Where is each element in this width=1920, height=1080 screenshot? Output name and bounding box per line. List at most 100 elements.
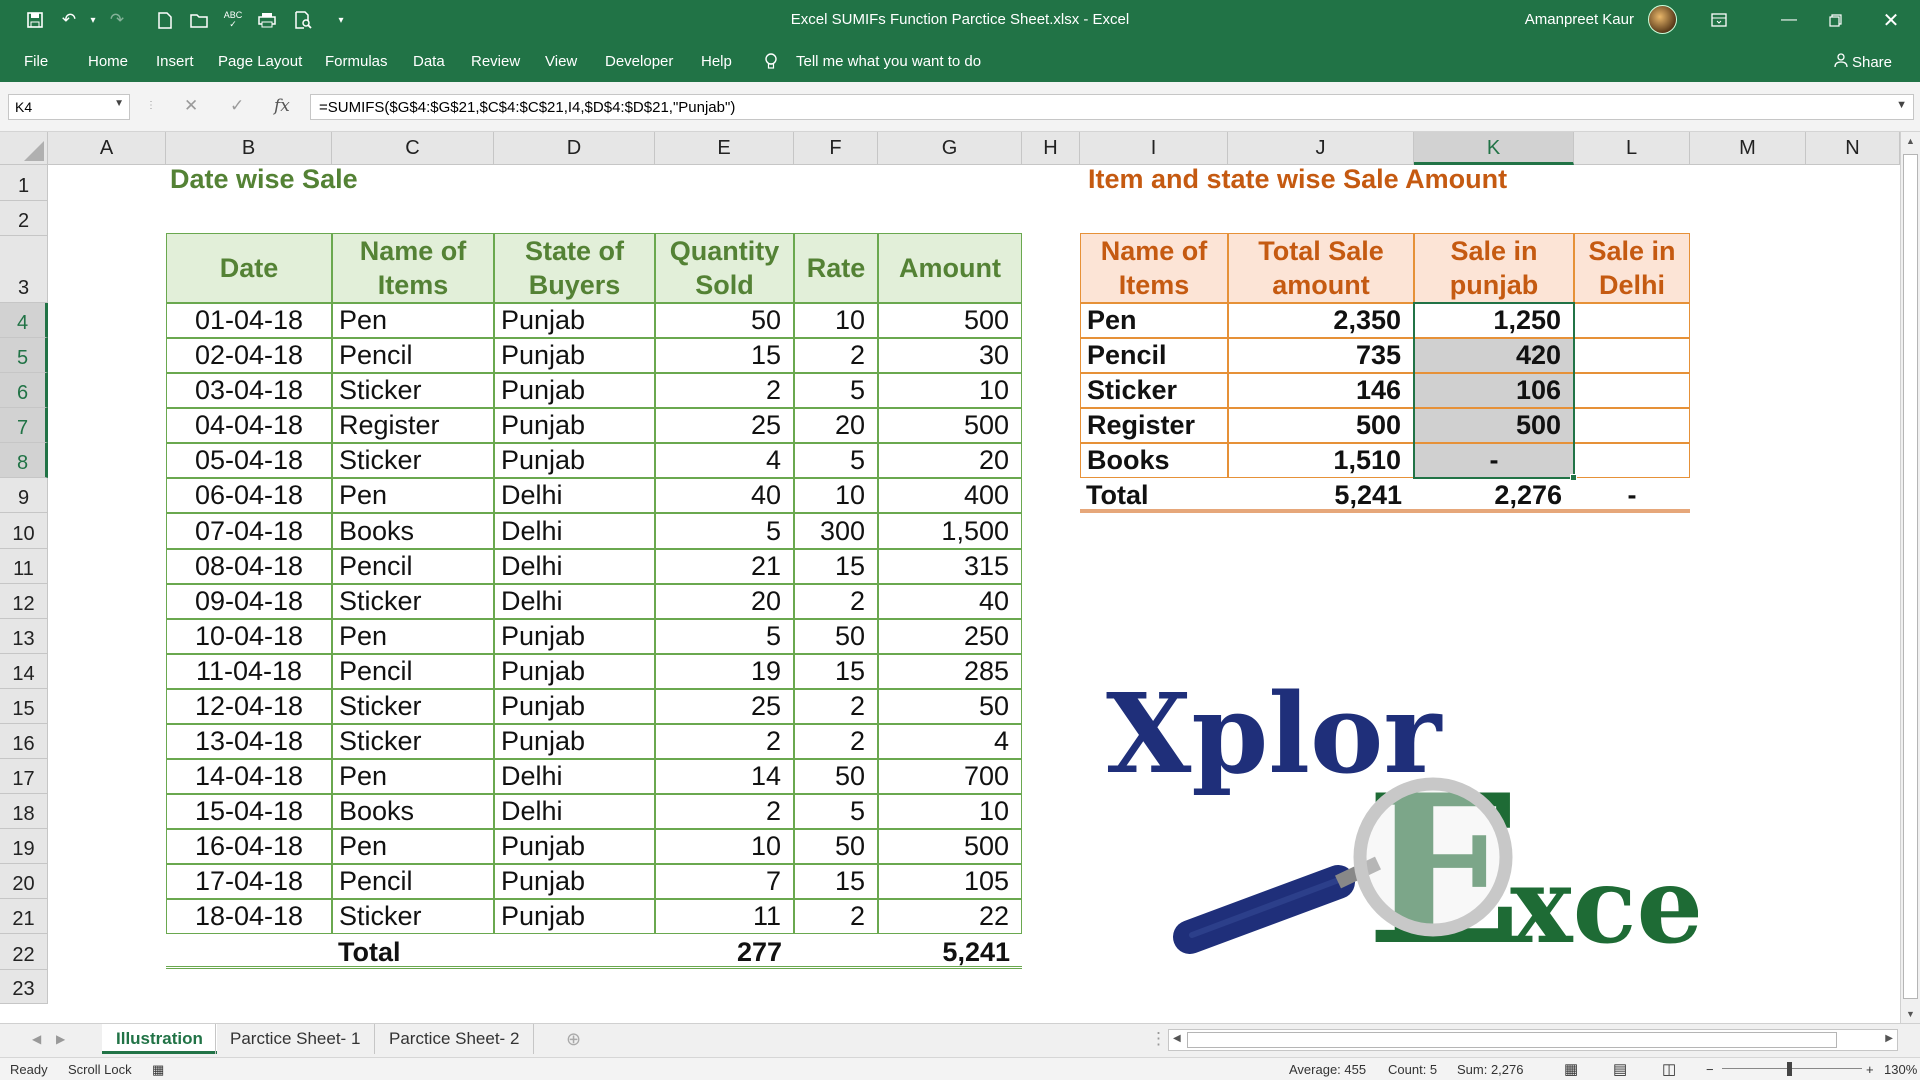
row-header-13[interactable]: 13: [0, 619, 48, 654]
open-folder-icon[interactable]: [186, 8, 212, 32]
tab-home[interactable]: Home: [88, 53, 129, 70]
undo-icon[interactable]: ↶: [61, 10, 77, 29]
vertical-scroll-thumb[interactable]: [1903, 154, 1918, 999]
page-break-view-icon[interactable]: ◫: [1662, 1061, 1677, 1078]
customize-toolbar-icon[interactable]: ▾: [338, 14, 344, 26]
tab-file[interactable]: File: [24, 53, 49, 70]
spelling-check-icon[interactable]: ABC ✓: [223, 10, 243, 29]
scroll-tabs-right-icon[interactable]: ▶: [56, 1032, 66, 1046]
zoom-in-icon[interactable]: +: [1866, 1062, 1874, 1077]
column-header-d[interactable]: D: [494, 132, 655, 165]
print-preview-icon[interactable]: [290, 8, 316, 32]
row-header-3[interactable]: 3: [0, 236, 48, 303]
new-sheet-icon[interactable]: ⊕: [566, 1029, 582, 1049]
select-all-button[interactable]: [0, 132, 48, 165]
zoom-level[interactable]: 130%: [1884, 1062, 1918, 1077]
restore-icon[interactable]: [1812, 0, 1858, 40]
row-header-20[interactable]: 20: [0, 864, 48, 899]
expand-formula-bar-icon[interactable]: ▼: [1896, 99, 1907, 111]
row-header-15[interactable]: 15: [0, 689, 48, 724]
row-header-18[interactable]: 18: [0, 794, 48, 829]
page-layout-view-icon[interactable]: ▤: [1613, 1061, 1628, 1078]
vertical-scrollbar[interactable]: ▲ ▼: [1900, 132, 1920, 1023]
column-header-e[interactable]: E: [655, 132, 794, 165]
row-header-1[interactable]: 1: [0, 165, 48, 201]
zoom-slider-thumb[interactable]: [1787, 1062, 1792, 1076]
horizontal-scrollbar[interactable]: ◀ ▶: [1168, 1029, 1898, 1051]
row-header-10[interactable]: 10: [0, 513, 48, 549]
row-header-5[interactable]: 5: [0, 338, 48, 373]
column-header-n[interactable]: N: [1806, 132, 1900, 165]
name-box[interactable]: K4 ▼: [8, 94, 130, 120]
more-options-icon[interactable]: ⋮: [146, 100, 156, 111]
row-header-14[interactable]: 14: [0, 654, 48, 689]
row-header-12[interactable]: 12: [0, 584, 48, 619]
row-header-22[interactable]: 22: [0, 934, 48, 970]
horizontal-scroll-thumb[interactable]: [1187, 1032, 1837, 1048]
column-header-f[interactable]: F: [794, 132, 878, 165]
avatar[interactable]: [1648, 5, 1677, 34]
row-header-7[interactable]: 7: [0, 408, 48, 443]
scroll-tabs-left-icon[interactable]: ◀: [32, 1032, 42, 1046]
tab-help[interactable]: Help: [701, 53, 732, 70]
minimize-icon[interactable]: —: [1781, 11, 1797, 28]
status-average[interactable]: Average: 455: [1289, 1062, 1367, 1077]
cancel-icon[interactable]: ✕: [184, 96, 199, 115]
zoom-out-icon[interactable]: −: [1706, 1062, 1714, 1077]
lightbulb-icon[interactable]: [764, 53, 778, 75]
undo-dropdown-icon[interactable]: ▾: [90, 14, 96, 26]
scroll-down-icon[interactable]: ▼: [1906, 1009, 1915, 1019]
scroll-up-icon[interactable]: ▲: [1906, 136, 1915, 146]
row-header-8[interactable]: 8: [0, 443, 48, 478]
fill-handle[interactable]: [1570, 474, 1577, 481]
tab-formulas[interactable]: Formulas: [325, 53, 388, 70]
status-count[interactable]: Count: 5: [1388, 1062, 1438, 1077]
chevron-down-icon[interactable]: ▼: [114, 98, 124, 109]
sheet-tab-illustration[interactable]: Illustration: [102, 1024, 217, 1054]
row-header-11[interactable]: 11: [0, 549, 48, 584]
row-header-21[interactable]: 21: [0, 899, 48, 934]
row-header-19[interactable]: 19: [0, 829, 48, 864]
tab-view[interactable]: View: [545, 53, 578, 70]
normal-view-icon[interactable]: ▦: [1564, 1061, 1579, 1078]
tell-me-search[interactable]: Tell me what you want to do: [796, 53, 982, 70]
scroll-right-icon[interactable]: ▶: [1885, 1033, 1893, 1044]
close-icon[interactable]: ✕: [1882, 9, 1900, 32]
row-header-6[interactable]: 6: [0, 373, 48, 408]
column-header-m[interactable]: M: [1690, 132, 1806, 165]
sheet-tab-practice-1[interactable]: Parctice Sheet- 1: [215, 1024, 374, 1054]
status-sum[interactable]: Sum: 2,276: [1457, 1062, 1524, 1077]
row-header-2[interactable]: 2: [0, 201, 48, 236]
quick-print-icon[interactable]: [254, 8, 280, 32]
scroll-left-icon[interactable]: ◀: [1173, 1033, 1181, 1044]
user-name[interactable]: Amanpreet Kaur: [1524, 11, 1634, 28]
save-icon[interactable]: [22, 8, 48, 32]
column-header-l[interactable]: L: [1574, 132, 1690, 165]
formula-input[interactable]: =SUMIFS($G$4:$G$21,$C$4:$C$21,I4,$D$4:$D…: [310, 94, 1914, 120]
row-header-4[interactable]: 4: [0, 303, 48, 338]
row-header-9[interactable]: 9: [0, 478, 48, 513]
row-header-17[interactable]: 17: [0, 759, 48, 794]
insert-function-icon[interactable]: fx: [274, 96, 290, 116]
column-header-h[interactable]: H: [1022, 132, 1080, 165]
zoom-slider[interactable]: [1722, 1068, 1862, 1069]
tab-data[interactable]: Data: [413, 53, 445, 70]
tab-insert[interactable]: Insert: [156, 53, 194, 70]
enter-icon[interactable]: ✓: [230, 96, 245, 115]
macro-record-icon[interactable]: ▦: [152, 1062, 165, 1077]
column-header-j[interactable]: J: [1228, 132, 1414, 165]
ribbon-display-options-icon[interactable]: [1696, 0, 1742, 40]
tab-splitter-icon[interactable]: ⋮: [1150, 1029, 1167, 1048]
share-button[interactable]: Share: [1834, 53, 1892, 71]
column-header-i[interactable]: I: [1080, 132, 1228, 165]
column-header-g[interactable]: G: [878, 132, 1022, 165]
tab-page-layout[interactable]: Page Layout: [218, 53, 303, 70]
column-header-k[interactable]: K: [1414, 132, 1574, 165]
sheet-tab-practice-2[interactable]: Parctice Sheet- 2: [374, 1024, 535, 1054]
column-header-b[interactable]: B: [166, 132, 332, 165]
tab-review[interactable]: Review: [471, 53, 521, 70]
column-header-a[interactable]: A: [48, 132, 166, 165]
tab-developer[interactable]: Developer: [605, 53, 674, 70]
new-file-icon[interactable]: [152, 8, 178, 32]
